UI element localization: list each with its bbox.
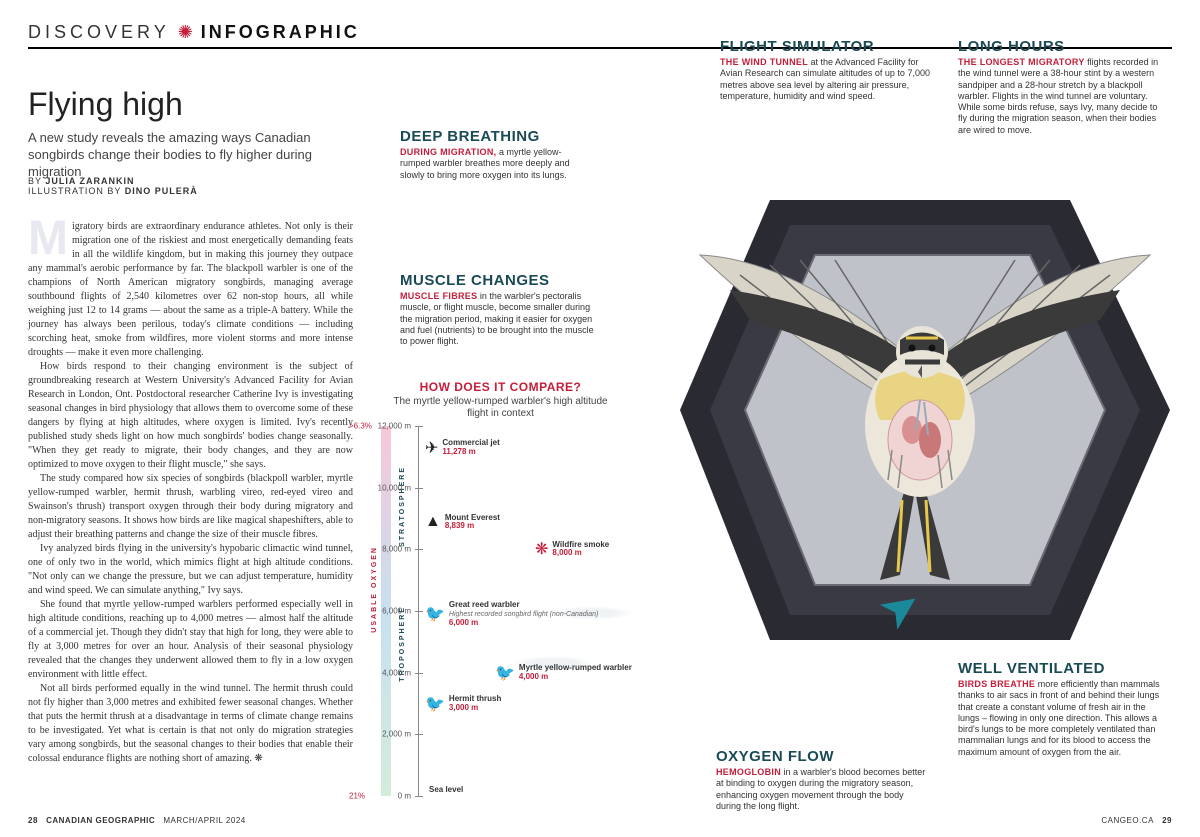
body-p6: Not all birds performed equally in the w… (28, 682, 353, 766)
header-kind: INFOGRAPHIC (201, 22, 360, 43)
altitude-item-text: Myrtle yellow-rumped warbler4,000 m (519, 664, 632, 682)
callout-title: OXYGEN FLOW (716, 748, 926, 765)
body-p2: How birds respond to their changing envi… (28, 360, 353, 472)
callout-lead: BIRDS BREATHE (958, 679, 1035, 689)
byline-author: JULIA ZARANKIN (45, 176, 134, 186)
callout-long-hours: LONG HOURS THE LONGEST MIGRATORY flights… (958, 38, 1168, 136)
page-number-right: 29 (1162, 816, 1172, 825)
issue-date: MARCH/APRIL 2024 (163, 816, 245, 825)
callout-title: DEEP BREATHING (400, 128, 580, 145)
compass-icon: ✺ (178, 22, 193, 43)
axis-tick: 12,000 m (415, 426, 423, 427)
oxygen-pct-bottom: 21% (349, 792, 365, 801)
byline: BY JULIA ZARANKIN ILLUSTRATION BY DINO P… (28, 176, 198, 196)
chart-body: USABLE OXYGEN STRATOSPHERE TROPOSPHERE >… (418, 426, 633, 796)
altitude-item: 🐦Myrtle yellow-rumped warbler4,000 m (495, 663, 632, 683)
axis-tick: 10,000 m (415, 488, 423, 489)
chart-title: HOW DOES IT COMPARE? (368, 380, 633, 394)
altitude-glyph-icon: 🐦 (425, 694, 445, 714)
axis-tick: 8,000 m (415, 549, 423, 550)
callout-title: MUSCLE CHANGES (400, 272, 600, 289)
header-section: DISCOVERY (28, 22, 170, 43)
body-p3: The study compared how six species of so… (28, 472, 353, 542)
byline-by: BY (28, 176, 45, 186)
axis-tick: 2,000 m (415, 734, 423, 735)
axis-tick-label: 12,000 m (378, 422, 411, 431)
callout-flight-simulator: FLIGHT SIMULATOR THE WIND TUNNEL at the … (720, 38, 930, 102)
body-column: Migratory birds are extraordinary endura… (28, 220, 353, 766)
article-subtitle: A new study reveals the amazing ways Can… (28, 130, 348, 181)
altitude-glyph-icon: ✈ (425, 438, 438, 458)
altitude-item-text: Commercial jet11,278 m (442, 439, 499, 457)
axis-tick-label: 4,000 m (382, 668, 411, 677)
axis-tick-label: 6,000 m (382, 607, 411, 616)
axis-tick: 6,000 m (415, 611, 423, 612)
oxygen-axis-label: USABLE OXYGEN (371, 546, 378, 633)
page-number-left: 28 (28, 816, 38, 825)
chart-subtitle: The myrtle yellow-rumped warbler's high … (388, 396, 613, 420)
altitude-item: 🐦Great reed warblerHighest recorded song… (425, 601, 598, 627)
body-p5: She found that myrtle yellow-rumped warb… (28, 598, 353, 682)
callout-lead: DURING MIGRATION, (400, 147, 496, 157)
stratosphere-label: STRATOSPHERE (399, 466, 406, 547)
article-title: Flying high (28, 86, 183, 123)
callout-lead: THE WIND TUNNEL (720, 57, 808, 67)
byline-illustrator: DINO PULERÀ (125, 186, 198, 196)
altitude-item-text: Wildfire smoke8,000 m (552, 541, 609, 559)
altitude-glyph-icon: ▲ (425, 513, 441, 531)
altitude-item-text: Great reed warblerHighest recorded songb… (449, 601, 598, 627)
callout-deep-breathing: DEEP BREATHING DURING MIGRATION, a myrtl… (400, 128, 580, 181)
altitude-item: ❋Wildfire smoke8,000 m (535, 539, 609, 559)
axis-tick: 4,000 m (415, 673, 423, 674)
callout-muscle-changes: MUSCLE CHANGES MUSCLE FIBRES in the warb… (400, 272, 600, 347)
callout-lead: MUSCLE FIBRES (400, 291, 477, 301)
axis-tick-label: 2,000 m (382, 730, 411, 739)
altitude-glyph-icon: ❋ (535, 539, 548, 559)
body-p4: Ivy analyzed birds flying in the univers… (28, 542, 353, 598)
altitude-item: Sea level (425, 786, 463, 795)
altitude-glyph-icon: 🐦 (425, 604, 445, 624)
callout-text: more efficiently than mammals thanks to … (958, 679, 1160, 757)
magazine-name: CANADIAN GEOGRAPHIC (46, 816, 155, 825)
byline-illus: ILLUSTRATION BY (28, 186, 125, 196)
altitude-glyph-icon: 🐦 (495, 663, 515, 683)
callout-text: flights recorded in the wind tunnel were… (958, 57, 1158, 135)
oxygen-pct-top: >6.3% (349, 422, 372, 431)
altitude-item-text: Sea level (429, 786, 463, 795)
callout-lead: HEMOGLOBIN (716, 767, 781, 777)
website: CANGEO.CA (1101, 816, 1154, 825)
axis-tick-label: 10,000 m (378, 483, 411, 492)
callout-oxygen-flow: OXYGEN FLOW HEMOGLOBIN in a warbler's bl… (716, 748, 926, 812)
altitude-item-text: Hermit thrush3,000 m (449, 695, 501, 713)
altitude-item: ▲Mount Everest8,839 m (425, 513, 500, 531)
axis-tick: 0 m (415, 796, 423, 797)
axis-tick-label: 0 m (398, 792, 411, 801)
altitude-item: 🐦Hermit thrush3,000 m (425, 694, 501, 714)
callout-title: LONG HOURS (958, 38, 1168, 55)
altitude-comparison-chart: HOW DOES IT COMPARE? The myrtle yellow-r… (368, 380, 633, 800)
altitude-item-text: Mount Everest8,839 m (445, 514, 500, 532)
footer-right: CANGEO.CA 29 (1101, 816, 1172, 825)
body-p1: Migratory birds are extraordinary endura… (28, 220, 353, 360)
altitude-item: ✈Commercial jet11,278 m (425, 438, 500, 458)
callout-lead: THE LONGEST MIGRATORY (958, 57, 1085, 67)
footer-left: 28 CANADIAN GEOGRAPHIC MARCH/APRIL 2024 (28, 816, 246, 825)
axis-tick-label: 8,000 m (382, 545, 411, 554)
magazine-spread: DISCOVERY ✺ INFOGRAPHIC Flying high A ne… (0, 0, 1200, 837)
callout-title: FLIGHT SIMULATOR (720, 38, 930, 55)
